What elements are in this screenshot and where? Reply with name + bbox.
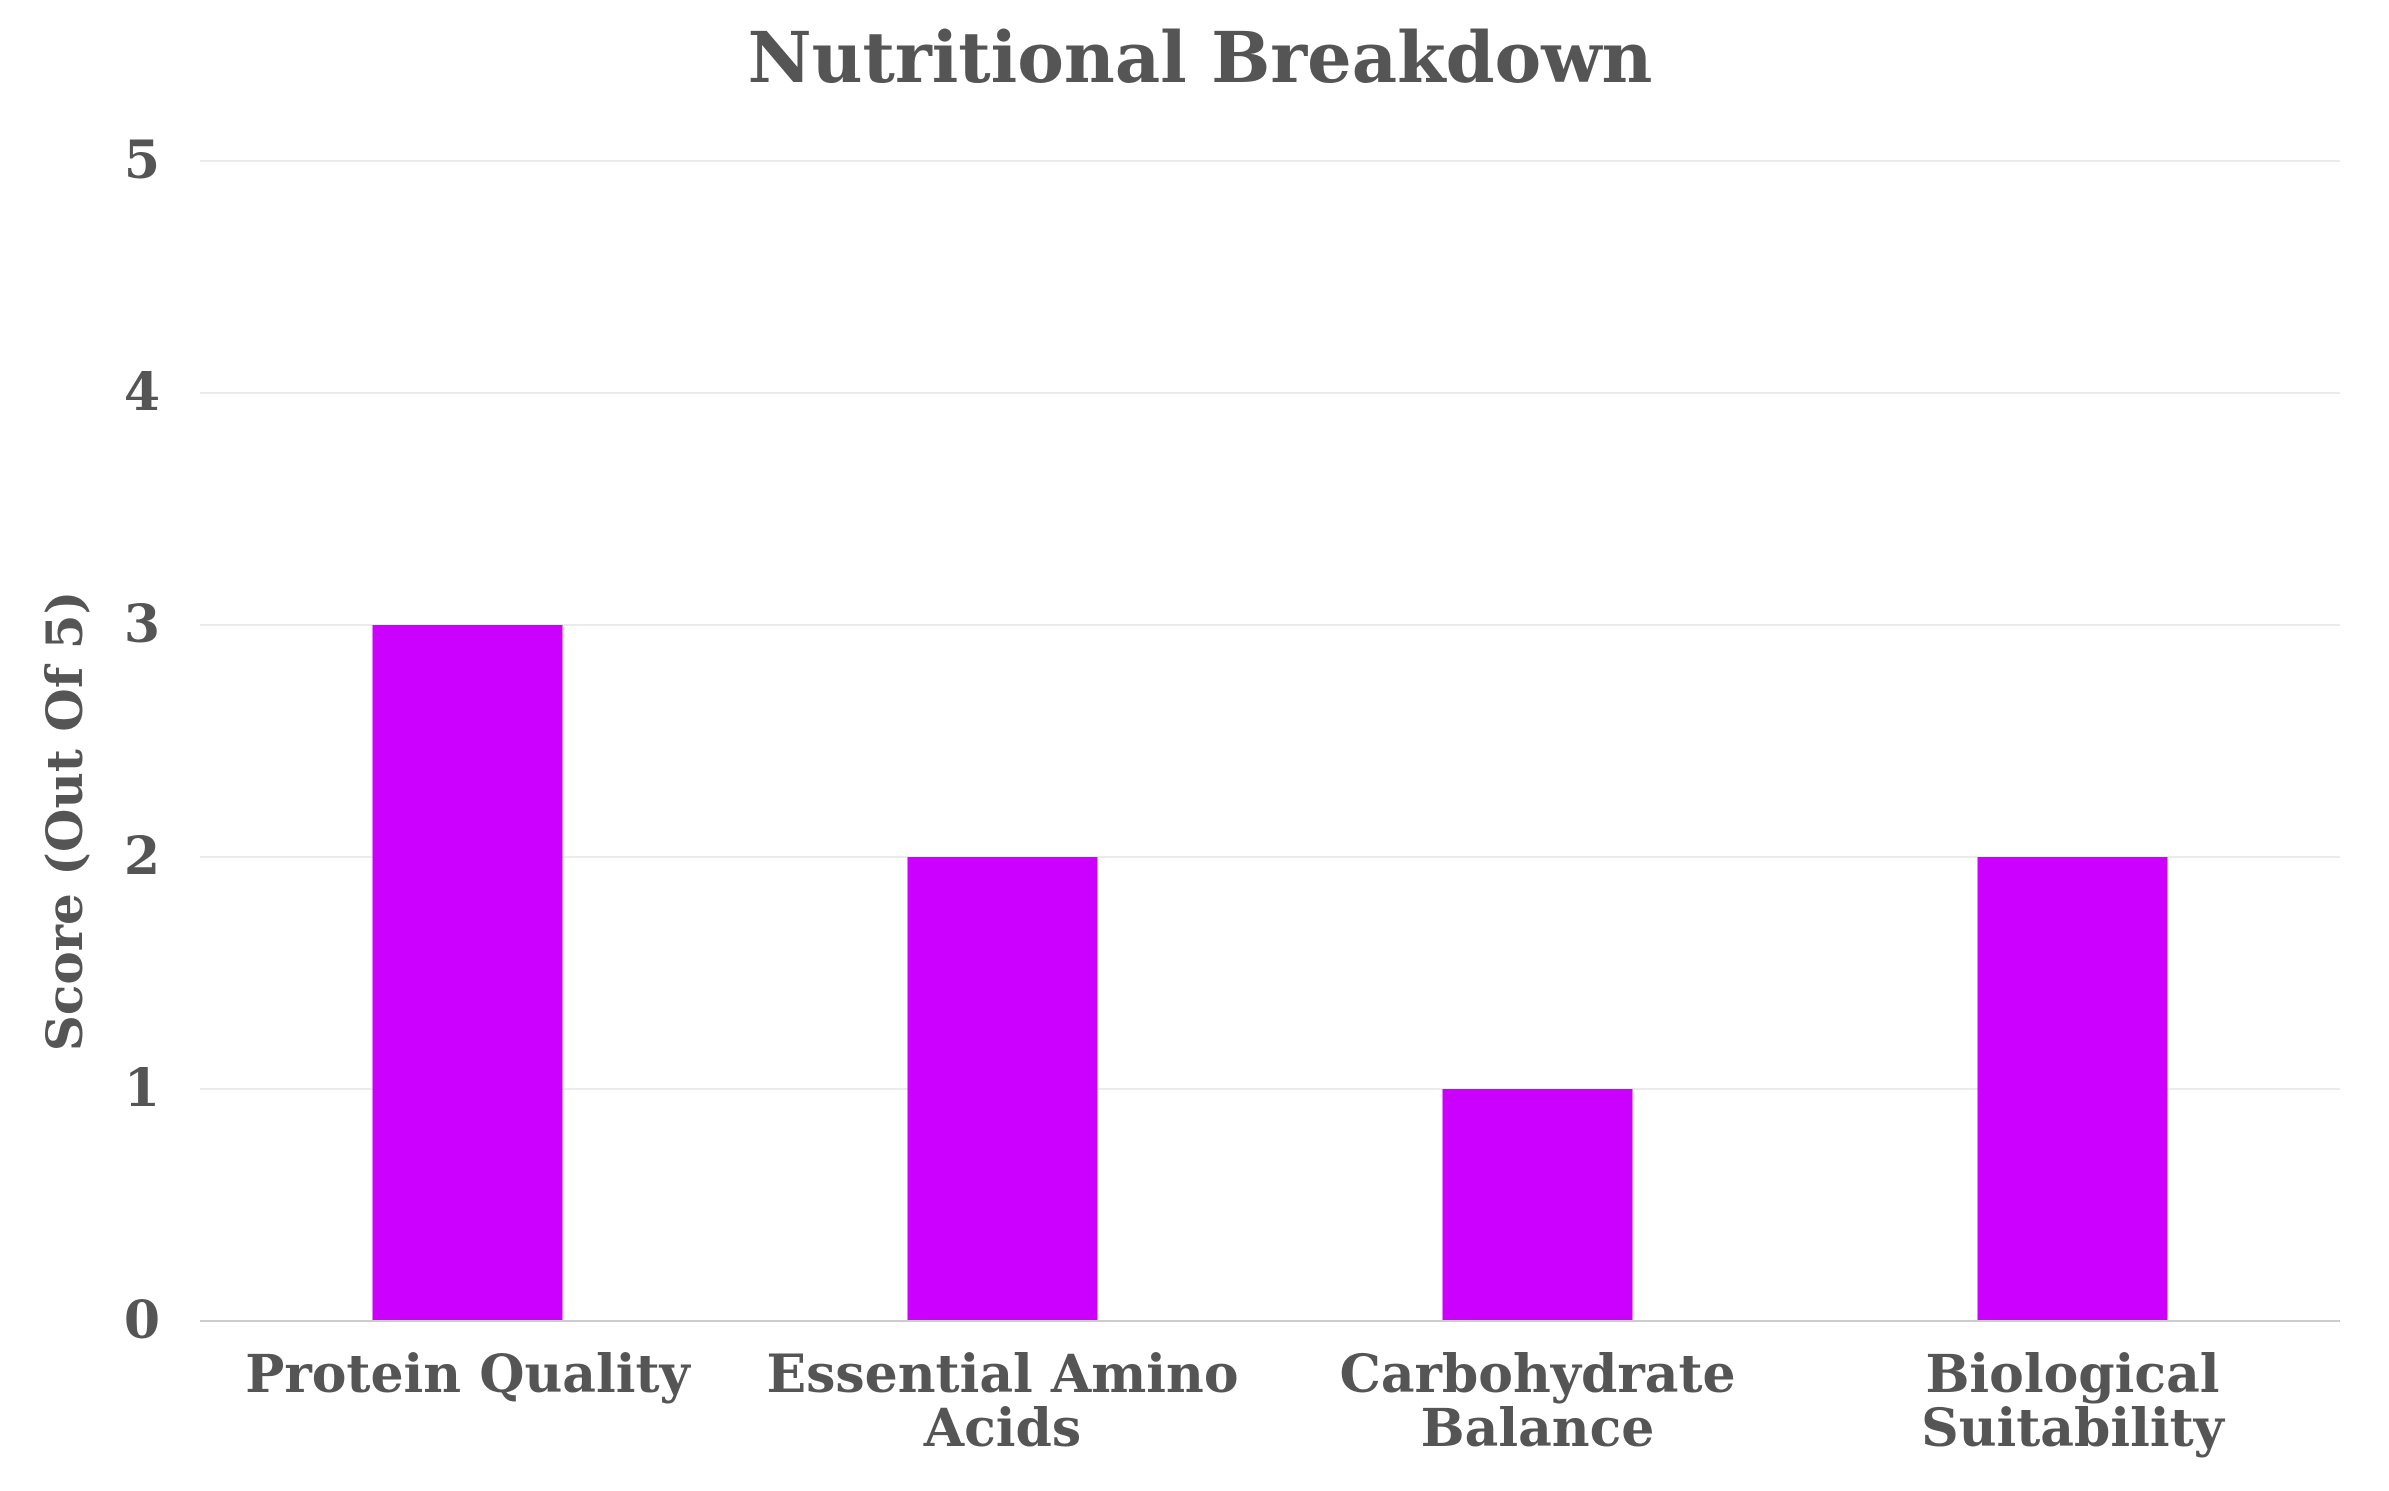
bar [372,625,563,1321]
x-tick-label: Protein Quality [245,1344,691,1405]
y-tick-label: 1 [124,1058,160,1119]
y-axis-label: Score (Out Of 5) [35,591,94,1051]
x-tick-label: Biological Suitability [1921,1344,2225,1459]
y-tick-label: 5 [124,130,160,191]
y-tick-label: 2 [124,826,160,887]
bar [1977,857,2168,1321]
bar [1442,1089,1633,1321]
y-tick-label: 4 [124,362,160,423]
x-tick-labels: Protein Quality Essential Amino Acids Carbo… [245,1344,2225,1459]
bars [372,625,2168,1321]
y-tick-label: 3 [124,594,160,655]
y-tick-labels: 0 1 2 3 4 5 [124,130,160,1351]
chart-title: Nutritional Breakdown [748,16,1653,99]
y-tick-label: 0 [124,1290,160,1351]
x-tick-label: Essential Amino Acids [766,1344,1238,1459]
x-tick-label: Carbohydrate Balance [1339,1344,1735,1459]
bar [907,857,1098,1321]
